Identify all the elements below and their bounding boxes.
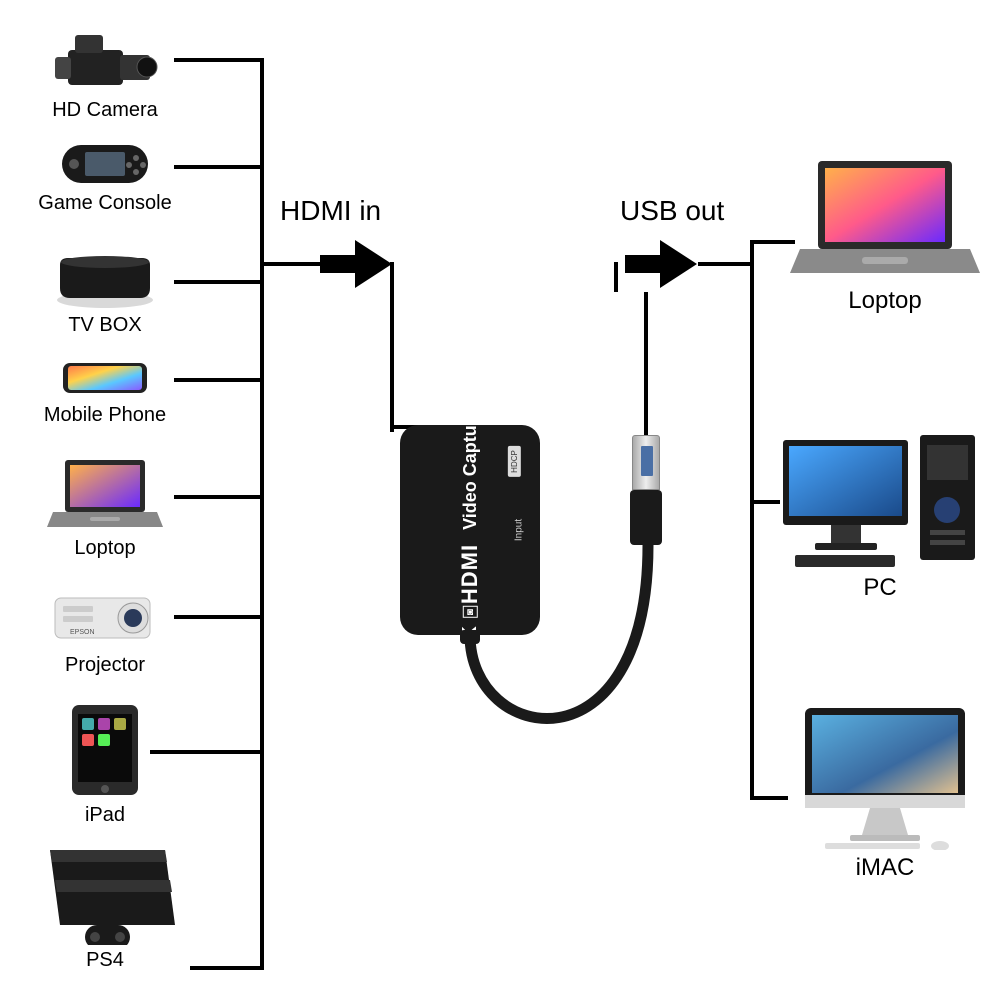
arrow-usb-out-icon (625, 237, 700, 297)
device-ipad: iPad (35, 700, 175, 827)
device-mobile-phone: Mobile Phone (35, 355, 175, 427)
branch-tv-box (174, 280, 264, 284)
output-bus-line (750, 240, 754, 800)
usb-plug (632, 435, 660, 545)
usb-out-label: USB out (620, 195, 724, 227)
camera-icon (50, 25, 160, 95)
branch-laptop-out (750, 240, 795, 244)
hdmi-in-line (260, 262, 320, 266)
branch-laptop-in (174, 495, 264, 499)
branch-ps4 (190, 966, 264, 970)
usb-body-icon (630, 490, 662, 545)
laptop-lg-icon (790, 155, 980, 283)
branch-projector (174, 615, 264, 619)
branch-ipad (150, 750, 264, 754)
branch-imac (750, 796, 788, 800)
capture-vc-label: Video Capture (460, 408, 481, 530)
projector-icon: EPSON (45, 580, 165, 650)
imac-icon (790, 700, 980, 850)
tablet-icon (60, 700, 150, 800)
device-laptop-in: Loptop (35, 455, 175, 560)
device-imac: iMAC (785, 700, 985, 882)
usb-out-line-a (698, 262, 754, 266)
device-label: Game Console (38, 192, 171, 215)
pc-icon (775, 430, 985, 570)
ps4-icon (25, 830, 185, 945)
hdmi-in-label: HDMI in (280, 195, 381, 227)
laptop-icon (45, 455, 165, 533)
diagram-container: HDMI in USB out HD Camera (0, 0, 1000, 1000)
tvbox-icon (50, 250, 160, 310)
device-label: iMAC (856, 854, 915, 882)
device-pc: PC (775, 430, 985, 602)
usb-plug-up (644, 292, 648, 437)
branch-hd-camera (174, 58, 264, 62)
device-hd-camera: HD Camera (35, 25, 175, 122)
device-label: Mobile Phone (44, 404, 166, 427)
handheld-icon (50, 140, 160, 188)
capture-hdcp-badge: HDCP (508, 446, 521, 477)
device-label: Loptop (848, 287, 921, 315)
device-ps4: PS4 (20, 830, 190, 972)
device-label: Projector (65, 654, 145, 677)
branch-game-console (174, 165, 264, 169)
device-projector: EPSON Projector (35, 580, 175, 677)
usb-cable-icon (400, 545, 680, 795)
device-label: PC (863, 574, 896, 602)
branch-mobile-phone (174, 378, 264, 382)
input-bus-line (260, 60, 264, 970)
device-label: TV BOX (68, 314, 141, 337)
phone-icon (50, 355, 160, 400)
arrow-hdmi-in-icon (320, 237, 395, 297)
branch-pc (750, 500, 780, 504)
device-tv-box: TV BOX (35, 250, 175, 337)
device-label: HD Camera (52, 99, 158, 122)
svg-text:EPSON: EPSON (70, 629, 95, 636)
device-game-console: Game Console (35, 140, 175, 215)
usb-up-line (614, 262, 618, 292)
device-laptop-out: Loptop (790, 155, 980, 315)
usb-metal-icon (632, 435, 660, 490)
device-label: iPad (85, 804, 125, 827)
capture-input-label: Input (513, 519, 524, 541)
device-label: PS4 (86, 949, 124, 972)
device-label: Loptop (74, 537, 135, 560)
